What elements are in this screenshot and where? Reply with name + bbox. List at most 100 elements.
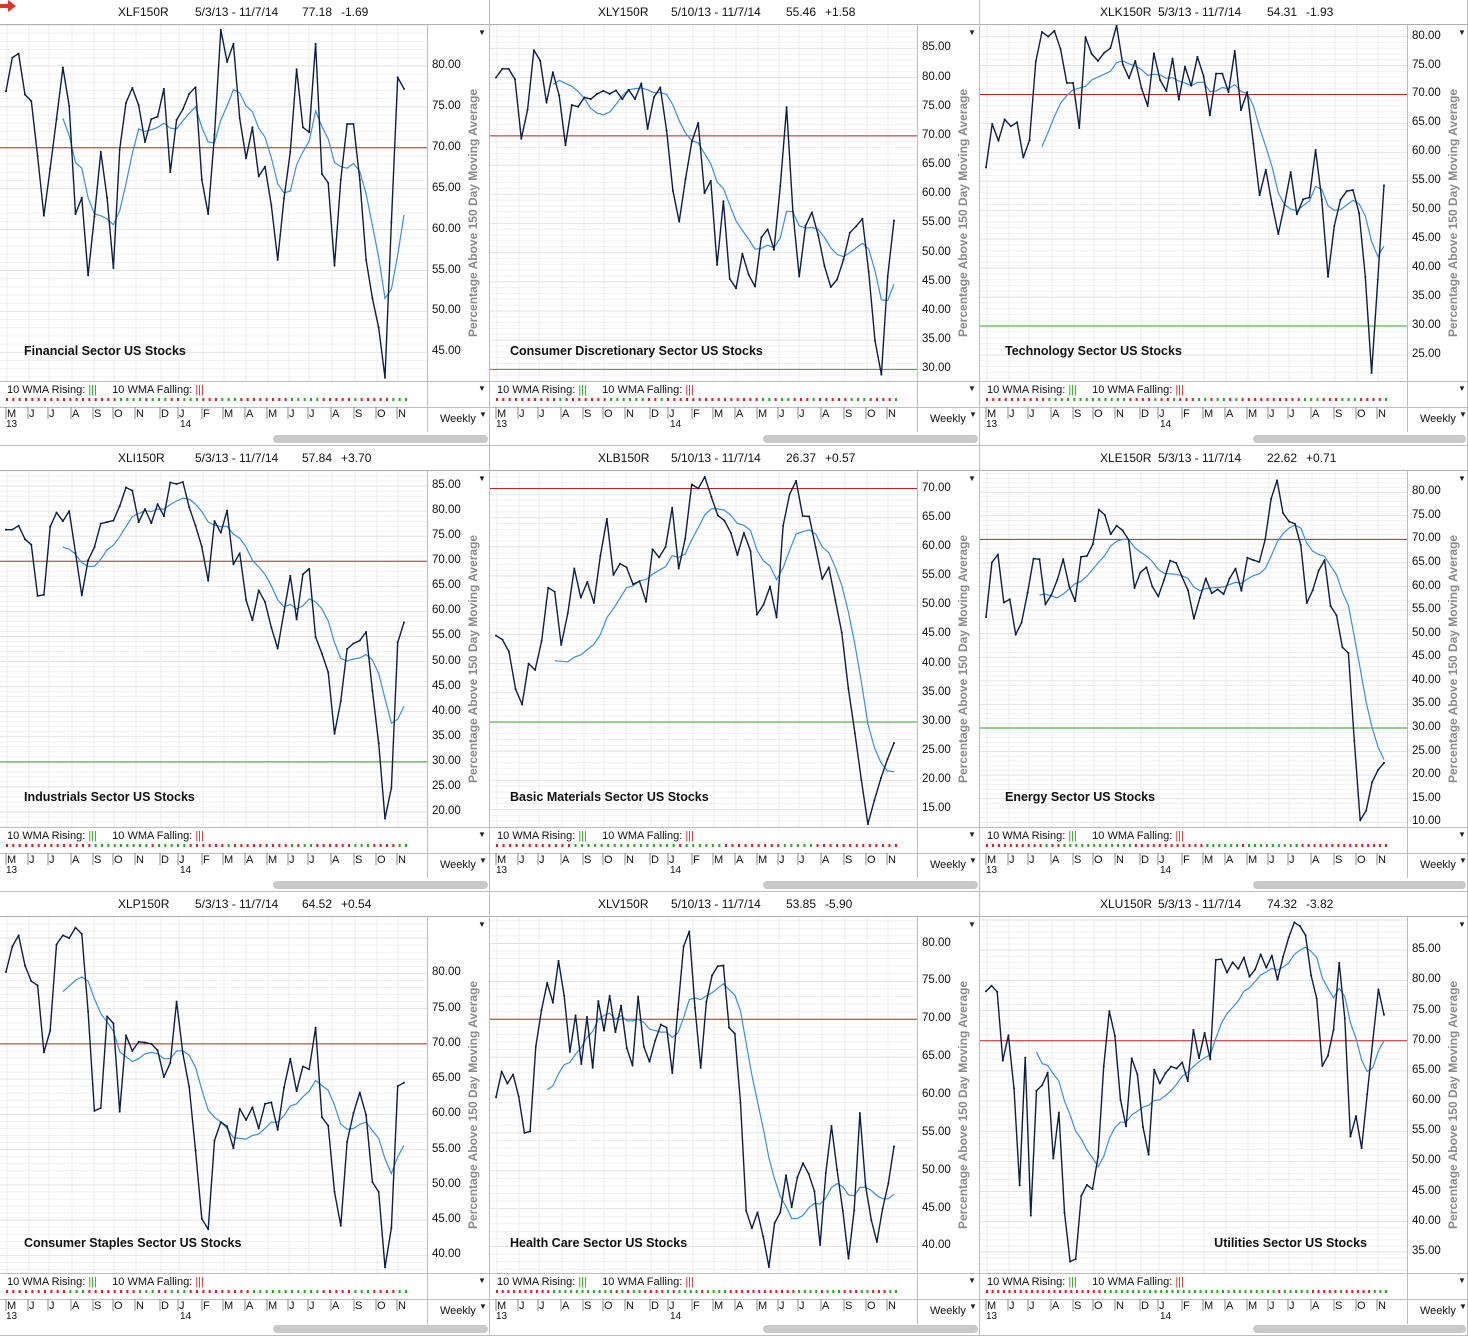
price-point: [716, 514, 719, 517]
price-point: [30, 543, 33, 546]
horizontal-scrollbar[interactable]: [273, 435, 488, 443]
horizontal-scrollbar[interactable]: [763, 1325, 978, 1333]
price-point: [1186, 1080, 1189, 1083]
caret-down-icon[interactable]: ▼: [478, 384, 486, 393]
y-tick-label: 60.00: [432, 1107, 461, 1120]
horizontal-scrollbar[interactable]: [1253, 881, 1466, 889]
price-point: [327, 671, 330, 674]
price-point: [112, 1022, 115, 1025]
red-arrow-icon[interactable]: [0, 0, 16, 12]
indicator-dot: [196, 398, 198, 401]
y-tick-label: 40.00: [1412, 1214, 1441, 1227]
horizontal-scrollbar[interactable]: [763, 881, 978, 889]
caret-down-icon[interactable]: ▼: [969, 410, 977, 419]
caret-down-icon[interactable]: ▼: [969, 856, 977, 865]
period-selector[interactable]: Weekly: [930, 413, 966, 425]
indicator-dot: [1210, 398, 1213, 401]
caret-down-icon[interactable]: ▼: [1459, 856, 1467, 865]
indicator-dot: [322, 398, 325, 401]
caret-down-icon[interactable]: ▼: [1458, 474, 1466, 483]
caret-down-icon[interactable]: ▼: [968, 830, 976, 839]
indicator-dot: [513, 1290, 516, 1293]
caret-down-icon[interactable]: ▼: [968, 28, 976, 37]
horizontal-scrollbar[interactable]: [273, 1325, 488, 1333]
horizontal-scrollbar[interactable]: [1253, 435, 1466, 443]
wma-line: [62, 497, 405, 725]
y-tick-label: 60.00: [1412, 1094, 1441, 1107]
caret-down-icon[interactable]: ▼: [1459, 1302, 1467, 1311]
caret-down-icon[interactable]: ▼: [968, 920, 976, 929]
y-tick-label: 80.00: [432, 504, 461, 517]
indicator-dot: [1057, 844, 1060, 847]
period-selector[interactable]: Weekly: [1420, 1305, 1456, 1317]
indicator-dot: [798, 1290, 801, 1293]
month-label: M: [268, 854, 278, 866]
caret-down-icon[interactable]: ▼: [478, 1276, 486, 1285]
price-point: [175, 483, 178, 486]
price-point: [1113, 1034, 1116, 1037]
caret-down-icon[interactable]: ▼: [968, 384, 976, 393]
caret-down-icon[interactable]: ▼: [478, 830, 486, 839]
caret-down-icon[interactable]: ▼: [1458, 28, 1466, 37]
price-point: [694, 1006, 696, 1009]
price-point: [358, 639, 361, 642]
caret-down-icon[interactable]: ▼: [968, 1276, 976, 1285]
indicator-dot: [360, 844, 363, 847]
caret-down-icon[interactable]: ▼: [968, 474, 976, 483]
price-point: [1216, 588, 1219, 591]
price-point: [840, 631, 843, 634]
price-point: [1147, 1153, 1150, 1156]
price-point: [1365, 809, 1368, 812]
caret-down-icon[interactable]: ▼: [479, 856, 487, 865]
indicator-dot: [1092, 1290, 1095, 1293]
indicator-dot: [253, 398, 255, 401]
y-tick-label: 75.00: [432, 99, 461, 112]
caret-down-icon[interactable]: ▼: [969, 1302, 977, 1311]
indicator-dot: [177, 1290, 179, 1293]
indicator-dot: [63, 398, 65, 401]
indicator-dot: [860, 1290, 863, 1293]
price-point: [289, 150, 292, 153]
caret-down-icon[interactable]: ▼: [1458, 384, 1466, 393]
price-point: [42, 214, 45, 217]
horizontal-scrollbar[interactable]: [763, 435, 978, 443]
price-point: [1202, 75, 1205, 78]
price-point: [1040, 30, 1043, 33]
indicator-dot: [1200, 844, 1203, 847]
indicator-dot: [758, 1290, 761, 1293]
indicator-dot: [1003, 844, 1006, 847]
caret-down-icon[interactable]: ▼: [1458, 1276, 1466, 1285]
period-selector[interactable]: Weekly: [1420, 413, 1456, 425]
period-selector[interactable]: Weekly: [930, 859, 966, 871]
caret-down-icon[interactable]: ▼: [478, 920, 486, 929]
price-point: [1003, 118, 1006, 121]
gridlines: [490, 470, 917, 828]
indicator-dot: [554, 844, 557, 847]
caret-down-icon[interactable]: ▼: [1459, 410, 1467, 419]
caret-down-icon[interactable]: ▼: [479, 1302, 487, 1311]
price-point: [1282, 955, 1285, 958]
period-selector[interactable]: Weekly: [1420, 859, 1456, 871]
period-selector[interactable]: Weekly: [440, 1305, 476, 1317]
period-selector[interactable]: Weekly: [440, 413, 476, 425]
price-point: [143, 1041, 146, 1044]
horizontal-scrollbar[interactable]: [273, 881, 488, 889]
caret-down-icon[interactable]: ▼: [478, 474, 486, 483]
indicator-dot: [1260, 398, 1263, 401]
price-point: [1265, 966, 1268, 969]
period-selector[interactable]: Weekly: [930, 1305, 966, 1317]
indicator-dot: [1126, 1290, 1129, 1293]
caret-down-icon[interactable]: ▼: [1458, 920, 1466, 929]
horizontal-scrollbar[interactable]: [1253, 1325, 1466, 1333]
caret-down-icon[interactable]: ▼: [479, 410, 487, 419]
month-label: J: [179, 1300, 185, 1312]
month-label: A: [72, 1300, 80, 1312]
caret-down-icon[interactable]: ▼: [478, 28, 486, 37]
y-tick-label: 50.00: [922, 1163, 951, 1176]
spacer: [587, 1276, 602, 1288]
period-selector[interactable]: Weekly: [440, 859, 476, 871]
month-label: F: [203, 408, 210, 420]
last-value: 53.85: [786, 897, 817, 911]
month-label: N: [1378, 854, 1386, 866]
caret-down-icon[interactable]: ▼: [1458, 830, 1466, 839]
